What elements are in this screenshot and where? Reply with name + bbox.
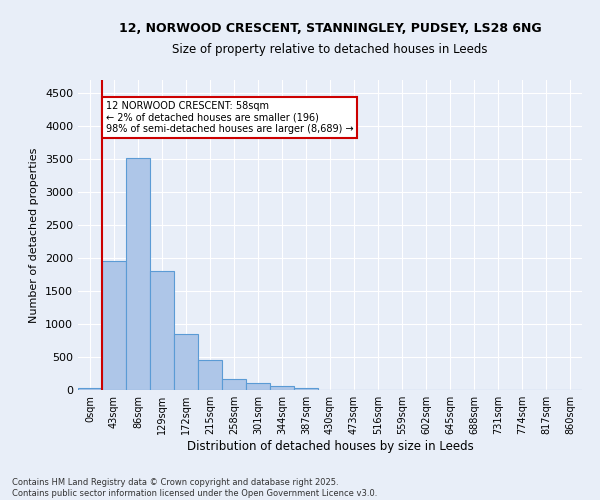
Y-axis label: Number of detached properties: Number of detached properties [29, 148, 40, 322]
Bar [246, 384, 270, 390]
Bar [78, 388, 102, 390]
Bar [174, 334, 198, 390]
Text: 12, NORWOOD CRESCENT, STANNINGLEY, PUDSEY, LS28 6NG: 12, NORWOOD CRESCENT, STANNINGLEY, PUDSE… [119, 22, 541, 36]
Bar [294, 388, 318, 390]
Bar [102, 262, 126, 390]
Text: Size of property relative to detached houses in Leeds: Size of property relative to detached ho… [172, 42, 488, 56]
Bar [198, 360, 222, 390]
Bar [126, 158, 150, 390]
Text: Contains HM Land Registry data © Crown copyright and database right 2025.
Contai: Contains HM Land Registry data © Crown c… [12, 478, 377, 498]
Text: 12 NORWOOD CRESCENT: 58sqm
← 2% of detached houses are smaller (196)
98% of semi: 12 NORWOOD CRESCENT: 58sqm ← 2% of detac… [106, 101, 353, 134]
X-axis label: Distribution of detached houses by size in Leeds: Distribution of detached houses by size … [187, 440, 473, 453]
Bar [270, 386, 294, 390]
Bar [222, 379, 246, 390]
Bar [150, 272, 174, 390]
